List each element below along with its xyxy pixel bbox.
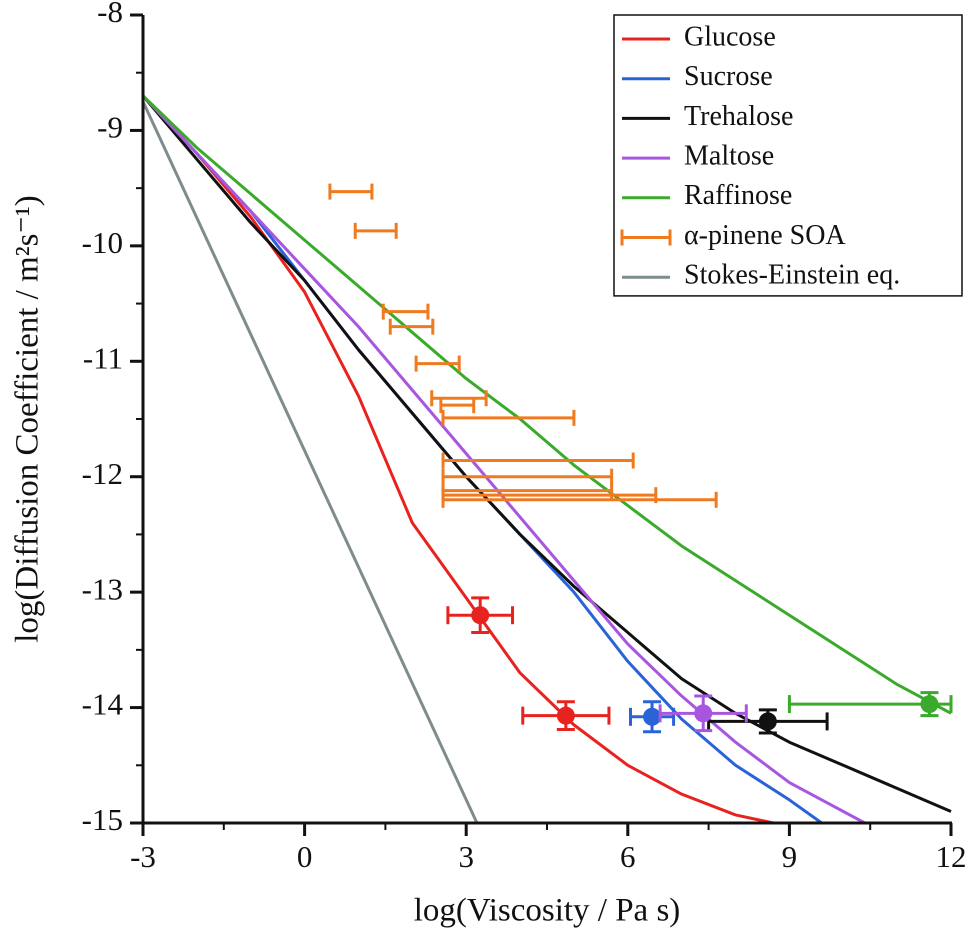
data-point [694,704,713,723]
y-tick-label: -13 [82,571,123,606]
curve [143,94,952,715]
y-tick-label: -11 [83,340,123,375]
legend: Glucose Sucrose Trehalose Maltose Raffinose α… [613,14,963,297]
legend-label: Stokes-Einstein eq. [684,260,900,291]
y-tick-label: -10 [82,225,123,260]
y-tick-label: -15 [82,802,123,837]
curve [143,100,479,823]
soa-error-bar [441,468,614,485]
soa-error-bar [381,303,430,320]
y-tick-label: -14 [82,687,124,722]
soa-error-bar [328,183,374,200]
data-point [920,695,939,714]
x-tick-label: 0 [297,839,313,874]
y-tick-label: -9 [97,110,123,145]
legend-label: Maltose [684,141,774,172]
curve [143,94,866,823]
x-tick-label: 6 [620,839,636,874]
soa-error-bar [414,355,461,372]
soa-error-bar [388,318,435,335]
x-tick-label: 9 [782,839,798,874]
soa-error-bar [441,452,635,469]
data-point [471,606,490,625]
legend-label: Glucose [684,21,776,52]
soa-error-bar [441,491,718,508]
data-point [758,712,777,731]
soa-error-bar [439,397,476,414]
x-tick-label: 3 [458,839,474,874]
data-point [556,706,575,725]
y-tick-label: -8 [97,0,123,29]
legend-label: Trehalose [684,101,793,132]
plot-area [143,94,953,823]
x-axis-label: log(Viscosity / Pa s) [414,893,681,929]
curve [143,94,774,823]
y-axis-label: log(Diffusion Coefficient / m²s⁻¹) [10,195,46,643]
legend-label: α-pinene SOA [684,220,846,251]
legend-box [613,14,963,297]
x-tick-label: 12 [936,839,967,874]
soa-error-bar [353,222,398,239]
curve [143,94,952,813]
y-tick-label: -12 [82,456,123,491]
legend-label: Raffinose [684,180,792,211]
data-point [643,707,662,726]
soa-error-bar [441,409,576,426]
x-tick-label: -3 [130,839,156,874]
legend-label: Sucrose [684,61,773,92]
